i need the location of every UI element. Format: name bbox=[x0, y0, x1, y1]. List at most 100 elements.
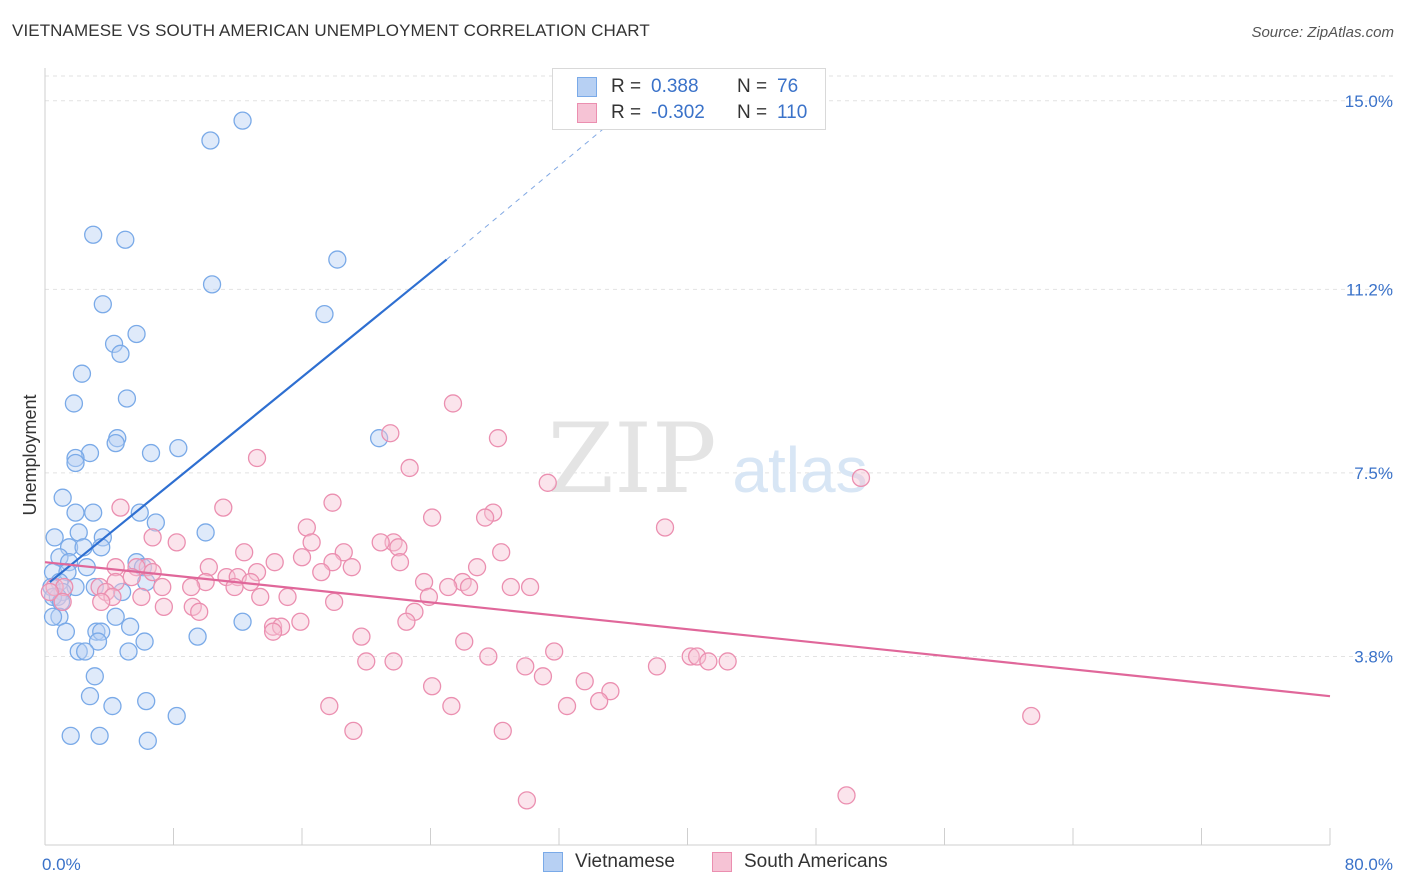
data-point bbox=[53, 592, 72, 612]
data-point bbox=[169, 438, 188, 458]
data-point bbox=[202, 275, 222, 294]
legend-swatch-blue bbox=[577, 77, 597, 97]
data-point bbox=[247, 562, 267, 582]
source-label: Source: ZipAtlas.com bbox=[1251, 24, 1394, 41]
data-point bbox=[106, 607, 125, 626]
data-point bbox=[590, 691, 609, 711]
data-point bbox=[127, 324, 146, 344]
data-point bbox=[516, 657, 535, 676]
data-point bbox=[342, 558, 361, 577]
data-point bbox=[112, 582, 132, 602]
data-point bbox=[64, 394, 84, 413]
data-point bbox=[132, 587, 151, 607]
data-point bbox=[106, 433, 125, 453]
data-point bbox=[85, 667, 104, 686]
data-point bbox=[344, 721, 363, 741]
data-point bbox=[111, 498, 130, 517]
data-point bbox=[681, 647, 700, 666]
legend-row-south-americans: R = -0.302 N = 110 bbox=[577, 101, 817, 125]
data-point bbox=[66, 503, 85, 522]
data-point bbox=[72, 364, 92, 383]
data-point bbox=[851, 468, 871, 488]
data-point bbox=[493, 721, 512, 741]
data-point bbox=[84, 503, 103, 522]
data-point bbox=[455, 632, 474, 651]
data-point bbox=[66, 448, 85, 468]
data-point bbox=[467, 558, 487, 577]
data-point bbox=[120, 617, 140, 636]
legend-label-vietnamese: Vietnamese bbox=[575, 851, 675, 872]
data-point bbox=[302, 533, 321, 552]
legend-swatch-pink bbox=[712, 852, 732, 872]
legend-n-label: N = bbox=[737, 102, 768, 123]
y-tick-label: 3.8% bbox=[1354, 647, 1393, 666]
data-point bbox=[247, 448, 267, 468]
data-point bbox=[291, 612, 310, 631]
data-point bbox=[655, 518, 675, 537]
data-point bbox=[265, 553, 284, 572]
data-point bbox=[390, 553, 410, 572]
data-point bbox=[292, 548, 312, 567]
data-point bbox=[263, 622, 283, 641]
data-point bbox=[517, 791, 537, 810]
data-point bbox=[320, 696, 339, 716]
watermark: ZIP atlas bbox=[547, 403, 867, 515]
legend-swatch-blue bbox=[543, 852, 563, 872]
legend-item-south-americans[interactable]: South Americans bbox=[712, 851, 888, 873]
data-point bbox=[196, 523, 215, 542]
x-tick-label: 80.0% bbox=[1345, 855, 1393, 874]
data-point bbox=[138, 731, 157, 750]
y-tick-label: 15.0% bbox=[1345, 92, 1393, 111]
data-point bbox=[328, 250, 347, 269]
data-point bbox=[357, 652, 376, 671]
data-point bbox=[167, 706, 186, 726]
data-point bbox=[199, 558, 218, 577]
legend-n-label: N = bbox=[737, 76, 768, 97]
y-tick-label: 7.5% bbox=[1354, 464, 1393, 483]
south-americans-points bbox=[40, 394, 1041, 810]
watermark-atlas: atlas bbox=[732, 434, 867, 506]
watermark-zip: ZIP bbox=[547, 403, 716, 515]
data-point bbox=[137, 691, 156, 711]
legend-n-value: 110 bbox=[777, 102, 808, 123]
trend-line-vietnamese-extension bbox=[446, 125, 608, 260]
data-point bbox=[104, 334, 124, 354]
data-point bbox=[116, 230, 135, 249]
data-point bbox=[43, 607, 63, 626]
data-point bbox=[443, 394, 463, 413]
data-point bbox=[53, 488, 72, 507]
data-point bbox=[718, 652, 737, 671]
data-point bbox=[80, 443, 100, 463]
data-point bbox=[119, 642, 138, 661]
legend-r-label: R = bbox=[611, 102, 642, 123]
data-point bbox=[59, 538, 79, 557]
data-point bbox=[557, 696, 577, 716]
data-point bbox=[1022, 706, 1041, 726]
data-point bbox=[188, 627, 207, 646]
data-point bbox=[233, 612, 252, 631]
legend-r-value: -0.302 bbox=[651, 102, 705, 123]
data-point bbox=[699, 652, 718, 671]
data-point bbox=[397, 612, 416, 631]
data-point bbox=[167, 533, 186, 552]
chart-title: VIETNAMESE VS SOUTH AMERICAN UNEMPLOYMEN… bbox=[12, 21, 650, 40]
data-point bbox=[45, 528, 64, 547]
data-point bbox=[92, 592, 111, 612]
vietnamese-points bbox=[42, 111, 389, 750]
data-point bbox=[93, 295, 112, 314]
data-point bbox=[201, 131, 220, 150]
data-point bbox=[533, 667, 553, 686]
data-point bbox=[80, 687, 100, 706]
data-point bbox=[439, 577, 458, 597]
data-point bbox=[315, 304, 334, 324]
data-point bbox=[88, 632, 108, 651]
axes bbox=[44, 68, 1331, 846]
legend-r-label: R = bbox=[611, 76, 642, 97]
legend-label-south-americans: South Americans bbox=[744, 851, 888, 872]
data-point bbox=[130, 503, 149, 522]
data-point bbox=[56, 622, 76, 641]
legend-item-vietnamese[interactable]: Vietnamese bbox=[543, 851, 675, 873]
data-point bbox=[235, 543, 254, 562]
gridlines bbox=[45, 75, 1395, 657]
